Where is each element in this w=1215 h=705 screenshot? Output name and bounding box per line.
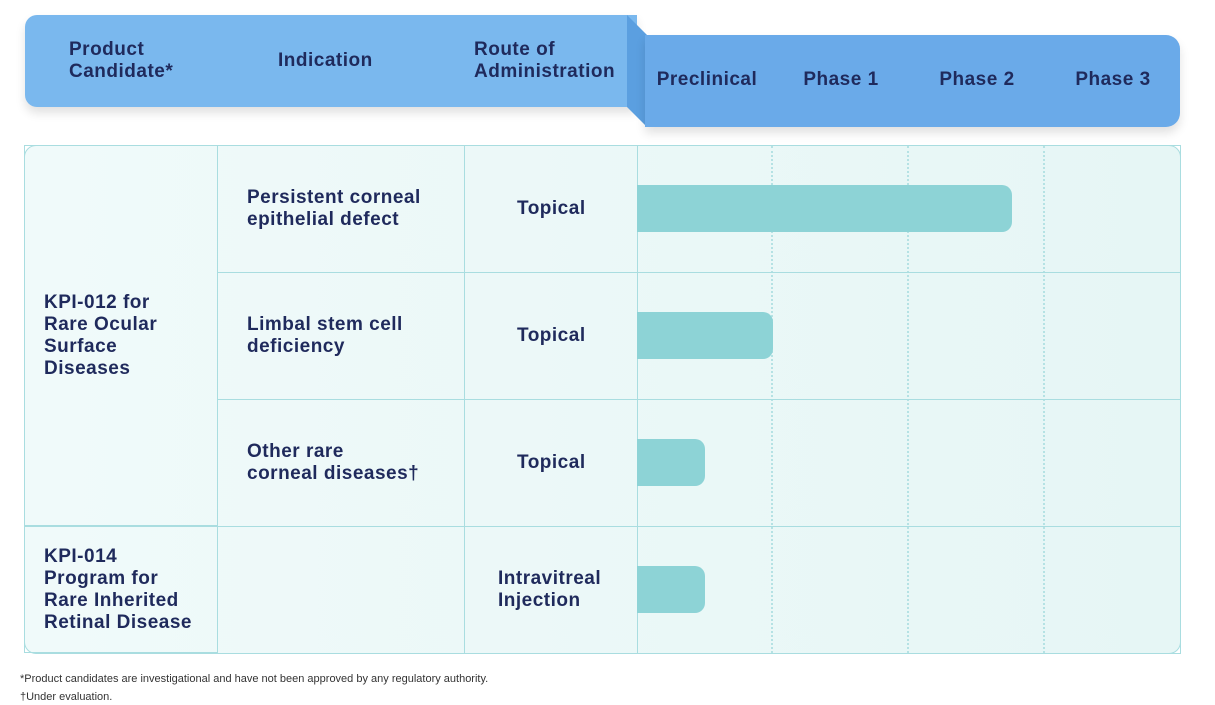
phase-cell [637,399,1181,527]
header-right [645,35,1180,127]
program-cell: KPI-012 for Rare Ocular Surface Diseases [24,145,218,526]
text-line: deficiency [247,336,345,357]
progress-bar [637,185,1013,232]
indication-cell [217,526,465,654]
progress-bar [637,439,705,486]
text-line: Program for [44,567,159,589]
text-line: Diseases [44,357,131,379]
header-label: Indication [278,15,373,107]
phase-label: Phase 3 [1075,69,1151,90]
phase-label: Preclinical [656,69,758,90]
text-line: Rare Inherited [44,589,179,611]
text-line: Surface [44,335,118,357]
indication-cell: Other rare corneal diseases† [217,399,465,527]
route-cell: Topical [464,272,638,400]
footnote: †Under evaluation. [20,691,113,703]
text-line: Indication [278,50,373,71]
program-cell: KPI-014 Program for Rare Inherited Retinal … [24,526,218,653]
header-label: Route of Administration [474,15,615,107]
phase-cell [637,526,1181,654]
text-line: Retinal Disease [44,611,192,633]
header-notch [627,15,647,127]
route-cell: Topical [464,145,638,273]
text-line: Administration [474,61,616,82]
progress-bar [637,566,705,613]
text-line: Product [69,39,145,60]
header-label: Product Candidate* [69,15,173,107]
text-line: Injection [498,590,581,611]
text-line: Topical [517,325,586,346]
text-line: KPI-012 for [44,291,150,313]
progress-bar [637,312,773,359]
route-cell: Topical [464,399,638,527]
indication-cell: Persistent corneal epithelial defect [217,145,465,273]
phase-label: Phase 1 [803,69,879,90]
text-line: Topical [517,198,586,219]
text-line: Rare Ocular [44,313,158,335]
indication-cell: Limbal stem cell deficiency [217,272,465,400]
text-line: Candidate* [69,61,174,82]
text-line: Other rare [247,441,344,462]
footnote: *Product candidates are investigational … [20,673,489,685]
text-line: Intravitreal [498,568,602,589]
text-line: Limbal stem cell [247,314,403,335]
text-line: KPI-014 [44,545,118,567]
text-line: corneal diseases† [247,463,420,484]
text-line: Persistent corneal [247,187,421,208]
header-left [25,15,637,107]
text-line: Topical [517,452,586,473]
text-line: Route of [474,39,556,60]
text-line: epithelial defect [247,209,400,230]
phase-label: Phase 2 [939,69,1015,90]
route-cell: Intravitreal Injection [464,526,638,654]
